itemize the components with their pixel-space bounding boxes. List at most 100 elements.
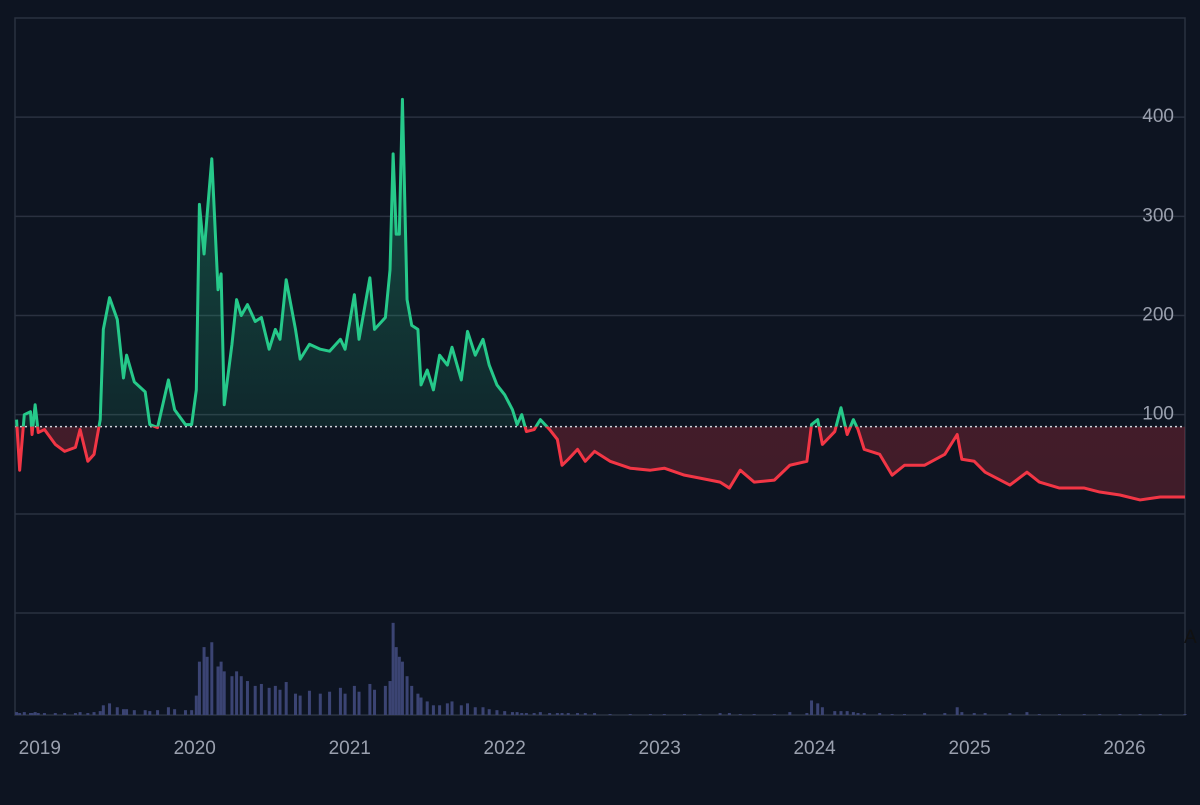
volume-bar [583, 713, 587, 715]
volume-bar [28, 713, 32, 715]
volume-bar [1082, 714, 1086, 715]
frame [14, 17, 1186, 716]
volume-bar [419, 697, 423, 715]
volume-bar [738, 714, 742, 715]
volume-bar [156, 710, 160, 715]
volume-bar [143, 710, 147, 715]
x-tick-label: 2025 [948, 738, 990, 759]
volume-bar [235, 671, 239, 715]
volume-bar [278, 689, 282, 715]
line-below [15, 426, 1185, 502]
volume-bar [576, 713, 580, 715]
x-tick-label: 2021 [329, 738, 371, 759]
volume-bar [405, 676, 409, 715]
volume-bar [727, 713, 731, 715]
volume-bar [92, 712, 96, 715]
volume-bar [30, 713, 34, 715]
volume-bar [205, 656, 209, 715]
volume-bar [373, 689, 377, 715]
x-tick-label: 2019 [19, 738, 61, 759]
volume-bar [566, 713, 570, 715]
volume-bar [53, 713, 57, 715]
volume-bar [510, 712, 514, 715]
volume-bar [903, 714, 907, 715]
volume-bar [307, 690, 311, 715]
volume-bar [466, 703, 470, 715]
volume-bar [202, 647, 206, 715]
volume-bar [383, 685, 387, 715]
y-tick-label: 100 [1142, 404, 1174, 425]
volume-bar [357, 691, 361, 715]
volume-bar [388, 681, 392, 715]
volume-bar [425, 701, 429, 715]
volume-bar [538, 712, 542, 715]
volume-bar [503, 711, 507, 715]
volume-bar [816, 703, 820, 715]
volume-bar [352, 685, 356, 715]
volume-bar [718, 713, 722, 715]
volume-bar [983, 713, 987, 715]
volume-bar [608, 714, 612, 715]
volume-bar [368, 683, 372, 715]
volume-bar [267, 687, 271, 715]
volume-bar [78, 712, 82, 715]
volume-bar [1098, 714, 1102, 715]
volume-bar [628, 714, 632, 715]
volume-bar [839, 711, 843, 715]
volume-bar [438, 705, 442, 715]
volume-bar [851, 712, 855, 715]
volume-bar [239, 676, 243, 715]
volume-bar [481, 707, 485, 715]
volume-bar [410, 685, 414, 715]
volume-bar [487, 709, 491, 715]
volume-bar [845, 711, 849, 715]
volume-bar [862, 713, 866, 715]
x-tick-label: 2023 [639, 738, 681, 759]
volume-bar [15, 712, 19, 715]
volume-bar [805, 713, 809, 715]
volume-bar [86, 713, 90, 715]
volume-bar [148, 711, 152, 715]
volume-bar [1183, 714, 1187, 715]
volume-bar [73, 713, 77, 715]
volume-bar [955, 707, 959, 715]
volume-bar [298, 695, 302, 715]
volume-bar [328, 691, 332, 715]
volume-bar [22, 712, 26, 715]
volume-bar [555, 713, 559, 715]
volume-bar [520, 713, 524, 715]
volume-bar [416, 693, 420, 715]
volume-bar [1138, 714, 1142, 715]
x-tick-label: 2024 [793, 738, 836, 759]
volume-bar [943, 713, 947, 715]
corner-label: A [1184, 627, 1197, 648]
volume-bar [18, 713, 22, 715]
volume-bar [445, 703, 449, 715]
volume-bar [752, 714, 756, 715]
volume-bar [532, 713, 536, 715]
volume-bar [121, 709, 125, 715]
volume-bar [890, 714, 894, 715]
volume-bar [222, 671, 226, 715]
volume-bar [245, 681, 249, 715]
volume-bar [216, 666, 220, 715]
volume-bar [397, 656, 401, 715]
volume-bar [293, 693, 297, 715]
volume-bar [343, 693, 347, 715]
volume-bar [273, 685, 277, 715]
volume-bar [400, 661, 404, 715]
volume-bar [1158, 714, 1162, 715]
volume-bar [1025, 712, 1029, 715]
volume-bar [197, 661, 201, 715]
x-tick-label: 2020 [174, 738, 216, 759]
volume-bar [923, 713, 927, 715]
volume-bar [833, 711, 837, 715]
y-tick-label: 200 [1142, 305, 1174, 326]
volume-bar [42, 713, 46, 715]
volume-bar [1037, 714, 1041, 715]
volume-bar [473, 707, 477, 715]
y-tick-label: 400 [1142, 106, 1174, 127]
volume-bar [219, 661, 223, 715]
volume-bar [698, 714, 702, 715]
